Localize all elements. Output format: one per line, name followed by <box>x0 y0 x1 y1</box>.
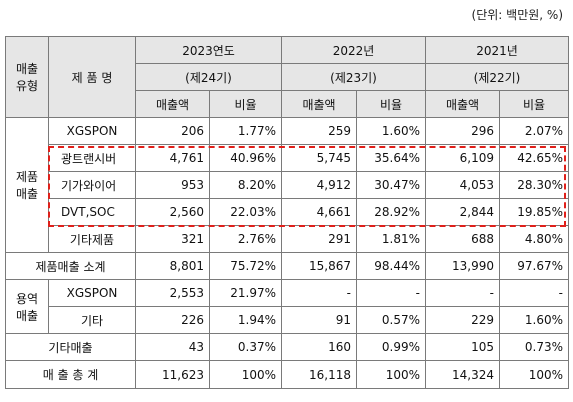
cell: 321 <box>135 225 210 253</box>
cell: 2.07% <box>499 117 569 145</box>
grand-total-label: 매 출 총 계 <box>5 360 136 389</box>
cell: 75.72% <box>209 252 282 280</box>
sales-table: 매출 유형 제 품 명 2023연도 2022년 2021년 (제24기) (제2… <box>5 36 569 389</box>
service-sales-group-label: 용역 매출 <box>5 279 49 334</box>
cell: 15,867 <box>281 252 357 280</box>
cell: 100% <box>356 360 426 389</box>
cell: 1.81% <box>356 225 426 253</box>
row-name: XGSPON <box>48 279 136 307</box>
product-sales-group-label: 제품 매출 <box>5 117 49 253</box>
cell: 40.96% <box>209 144 282 172</box>
unit-note: (단위: 백만원, %) <box>471 8 563 22</box>
cell: 13,990 <box>425 252 500 280</box>
cell: 8.20% <box>209 171 282 199</box>
row-name: 기가와이어 <box>48 171 136 199</box>
ratio-col-header: 비율 <box>499 90 569 118</box>
cell: 21.97% <box>209 279 282 307</box>
cell: 226 <box>135 306 210 334</box>
cell: 8,801 <box>135 252 210 280</box>
cell: 105 <box>425 333 500 361</box>
cell: 35.64% <box>356 144 426 172</box>
row-name: DVT,SOC <box>48 198 136 226</box>
cell: 6,109 <box>425 144 500 172</box>
cell: - <box>356 279 426 307</box>
product-name-header: 제 품 명 <box>48 36 136 118</box>
cell: 0.73% <box>499 333 569 361</box>
cell: 0.99% <box>356 333 426 361</box>
cell: 97.67% <box>499 252 569 280</box>
cell: 688 <box>425 225 500 253</box>
sales-col-header: 매출액 <box>135 90 210 118</box>
cell: 28.30% <box>499 171 569 199</box>
year-2023-header: 2023연도 <box>135 36 282 64</box>
year-2022-header: 2022년 <box>281 36 426 64</box>
product-subtotal-label: 제품매출 소계 <box>5 252 136 280</box>
cell: 291 <box>281 225 357 253</box>
row-name: XGSPON <box>48 117 136 145</box>
cell: 0.57% <box>356 306 426 334</box>
cell: 28.92% <box>356 198 426 226</box>
cell: - <box>425 279 500 307</box>
cell: 4,053 <box>425 171 500 199</box>
cell: 100% <box>209 360 282 389</box>
period-2021-header: (제22기) <box>425 63 569 91</box>
cell: 2,553 <box>135 279 210 307</box>
cell: 0.37% <box>209 333 282 361</box>
cell: 14,324 <box>425 360 500 389</box>
ratio-col-header: 비율 <box>209 90 282 118</box>
cell: 16,118 <box>281 360 357 389</box>
cell: 98.44% <box>356 252 426 280</box>
cell: 1.94% <box>209 306 282 334</box>
cell: 19.85% <box>499 198 569 226</box>
row-name: 광트랜시버 <box>48 144 136 172</box>
cell: 229 <box>425 306 500 334</box>
cell: 296 <box>425 117 500 145</box>
cell: 1.60% <box>499 306 569 334</box>
cell: 100% <box>499 360 569 389</box>
cell: 11,623 <box>135 360 210 389</box>
cell: 1.60% <box>356 117 426 145</box>
cell: 43 <box>135 333 210 361</box>
row-name: 기타제품 <box>48 225 136 253</box>
cell: 42.65% <box>499 144 569 172</box>
cell: 2.76% <box>209 225 282 253</box>
cell: 4,761 <box>135 144 210 172</box>
cell: 30.47% <box>356 171 426 199</box>
cell: 4,912 <box>281 171 357 199</box>
period-2022-header: (제23기) <box>281 63 426 91</box>
sales-col-header: 매출액 <box>281 90 357 118</box>
cell: 206 <box>135 117 210 145</box>
cell: 4,661 <box>281 198 357 226</box>
cell: 91 <box>281 306 357 334</box>
row-name: 기타 <box>48 306 136 334</box>
cell: 1.77% <box>209 117 282 145</box>
cell: 160 <box>281 333 357 361</box>
cell: - <box>499 279 569 307</box>
year-2021-header: 2021년 <box>425 36 569 64</box>
period-2023-header: (제24기) <box>135 63 282 91</box>
other-sales-label: 기타매출 <box>5 333 136 361</box>
cell: - <box>281 279 357 307</box>
ratio-col-header: 비율 <box>356 90 426 118</box>
cell: 259 <box>281 117 357 145</box>
cell: 22.03% <box>209 198 282 226</box>
sales-type-header: 매출 유형 <box>5 36 49 118</box>
cell: 4.80% <box>499 225 569 253</box>
cell: 5,745 <box>281 144 357 172</box>
cell: 2,844 <box>425 198 500 226</box>
sales-col-header: 매출액 <box>425 90 500 118</box>
cell: 2,560 <box>135 198 210 226</box>
cell: 953 <box>135 171 210 199</box>
